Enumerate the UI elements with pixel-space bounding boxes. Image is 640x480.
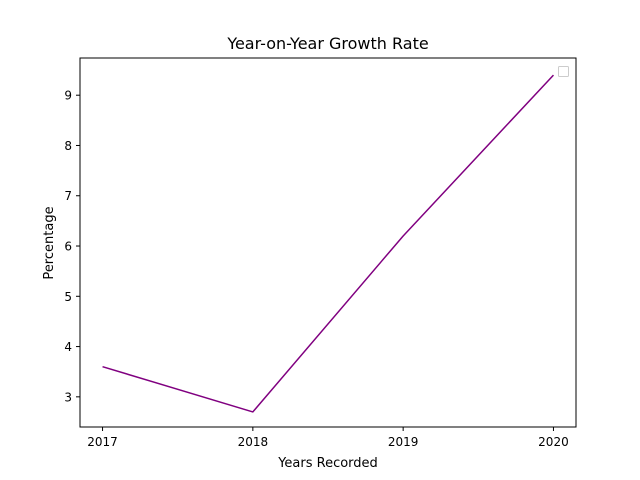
x-tick-label: 2017 (87, 435, 118, 449)
y-tick-label: 8 (64, 139, 72, 153)
y-axis-label: Percentage (42, 206, 57, 279)
y-tick-label: 6 (64, 240, 72, 254)
y-tick-label: 9 (64, 89, 72, 103)
x-axis-label: Years Recorded (277, 456, 378, 471)
x-tick-label: 2019 (388, 435, 419, 449)
x-tick-label: 2020 (538, 435, 569, 449)
plot-series (102, 74, 555, 413)
y-tick-label: 7 (64, 189, 72, 203)
chart-title: Year-on-Year Growth Rate (226, 34, 428, 53)
y-tick-label: 3 (64, 390, 72, 404)
y-axis-ticks: 3 4 5 6 7 8 9 (64, 89, 80, 404)
series-line (102, 74, 555, 413)
x-axis-ticks: 2017 2018 2019 2020 (87, 427, 569, 449)
plot-frame (79, 57, 577, 428)
x-tick-label: 2018 (238, 435, 269, 449)
y-tick-label: 4 (64, 340, 72, 354)
y-tick-label: 5 (64, 290, 72, 304)
legend-box (558, 66, 569, 77)
